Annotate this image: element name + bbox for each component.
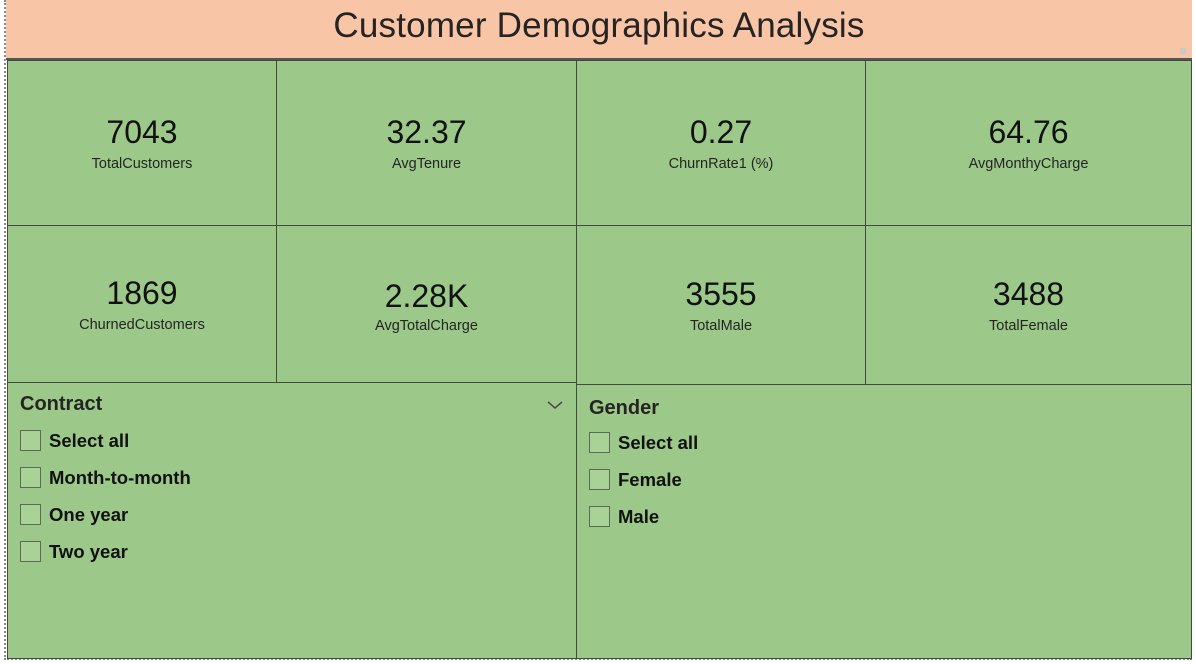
slicer-option-two-year[interactable]: Two year [20, 533, 564, 570]
gender-slicer: Gender Select all Female Male [576, 384, 1192, 659]
slicer-option-male[interactable]: Male [589, 498, 1179, 535]
slicer-header: Contract [20, 393, 564, 416]
slicer-option-female[interactable]: Female [589, 461, 1179, 498]
slicer-option-one-year[interactable]: One year [20, 496, 564, 533]
title-bar: Customer Demographics Analysis [6, 0, 1192, 60]
kpi-label: ChurnRate1 (%) [668, 156, 774, 172]
option-label: Select all [618, 431, 699, 453]
slicer-options: Select all Month-to-month One year Two y… [20, 422, 564, 570]
checkbox[interactable] [20, 430, 41, 451]
kpi-label: TotalCustomers [91, 156, 193, 172]
kpi-value: 7043 [106, 114, 178, 150]
kpi-label: AvgMonthyCharge [968, 156, 1089, 172]
option-label: Female [618, 468, 682, 490]
option-label: Select all [49, 429, 130, 451]
checkbox[interactable] [20, 541, 41, 562]
kpi-card-churn-rate[interactable]: 0.27 ChurnRate1 (%) [576, 60, 866, 226]
option-label: Month-to-month [49, 466, 191, 488]
slicer-option-select-all[interactable]: Select all [20, 422, 564, 459]
option-label: Two year [49, 540, 128, 562]
kpi-card-total-customers[interactable]: 7043 TotalCustomers [7, 60, 277, 226]
kpi-label: AvgTotalCharge [375, 318, 478, 334]
kpi-card-churned-customers[interactable]: 1869 ChurnedCustomers [7, 225, 277, 383]
option-label: One year [49, 503, 129, 525]
kpi-value: 2.28K [384, 278, 469, 314]
checkbox[interactable] [20, 467, 41, 488]
option-label: Male [618, 505, 660, 527]
slicer-title: Contract [20, 393, 103, 415]
slicer-title: Gender [589, 397, 660, 419]
kpi-card-avg-monthly-charge[interactable]: 64.76 AvgMonthyCharge [865, 60, 1192, 226]
kpi-label: TotalMale [689, 318, 753, 334]
checkbox[interactable] [589, 432, 610, 453]
kpi-label: ChurnedCustomers [79, 317, 205, 333]
checkbox[interactable] [589, 506, 610, 527]
checkbox[interactable] [20, 504, 41, 525]
contract-slicer: Contract Select all Month-to-month One y… [7, 382, 577, 659]
kpi-card-total-male[interactable]: 3555 TotalMale [576, 225, 866, 385]
kpi-label: AvgTenure [391, 156, 462, 172]
kpi-value: 0.27 [689, 114, 753, 150]
slicer-option-month-to-month[interactable]: Month-to-month [20, 459, 564, 496]
kpi-value: 3488 [992, 276, 1065, 312]
checkbox[interactable] [589, 469, 610, 490]
kpi-value: 1869 [106, 275, 178, 311]
chevron-down-icon[interactable] [546, 396, 564, 414]
report-canvas: Customer Demographics Analysis 7043 Tota… [4, 0, 1192, 660]
kpi-card-avg-total-charge[interactable]: 2.28K AvgTotalCharge [276, 225, 577, 383]
kpi-value: 3555 [685, 276, 757, 312]
kpi-card-avg-tenure[interactable]: 32.37 AvgTenure [276, 60, 577, 226]
resize-handle-icon[interactable] [1180, 48, 1186, 54]
kpi-card-total-female[interactable]: 3488 TotalFemale [865, 225, 1192, 385]
kpi-label: TotalFemale [989, 318, 1068, 334]
kpi-value: 64.76 [988, 114, 1069, 150]
slicer-header: Gender [589, 397, 1179, 420]
slicer-option-select-all[interactable]: Select all [589, 424, 1179, 461]
kpi-value: 32.37 [386, 114, 467, 150]
report-title: Customer Demographics Analysis [333, 6, 865, 45]
slicer-options: Select all Female Male [589, 424, 1179, 535]
